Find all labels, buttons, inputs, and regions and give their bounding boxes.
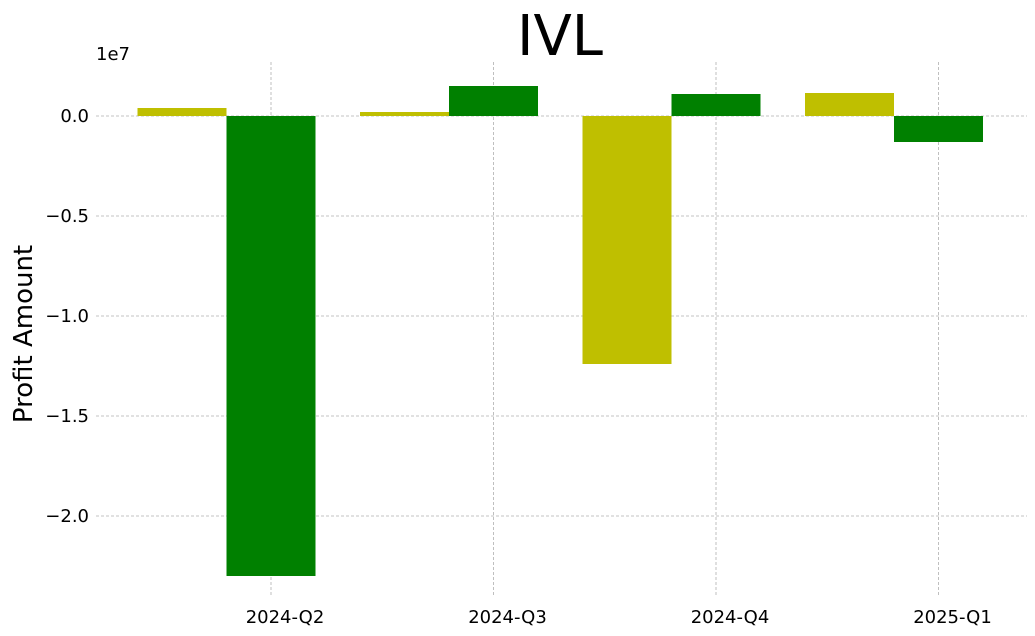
x-tick-label: 2025-Q1 xyxy=(913,607,992,628)
y-tick-label: 0.0 xyxy=(60,106,89,127)
x-ticks: 2024-Q2 2024-Q3 2024-Q4 2025-Q1 xyxy=(246,607,992,628)
y-tick-label: −2.0 xyxy=(45,506,89,527)
y-tick-label: −1.5 xyxy=(45,406,89,427)
bar-2-2025-Q1 xyxy=(894,116,983,142)
bar-1-2025-Q1 xyxy=(805,93,894,116)
y-tick-label: −1.0 xyxy=(45,306,89,327)
y-axis-offset-label: 1e7 xyxy=(96,44,130,65)
x-tick-label: 2024-Q3 xyxy=(468,607,547,628)
x-tick-label: 2024-Q2 xyxy=(246,607,325,628)
bar-2-2024-Q4 xyxy=(671,94,761,116)
x-tick-label: 2024-Q4 xyxy=(691,607,770,628)
bar-2-2024-Q3 xyxy=(449,86,538,116)
bar-1-2024-Q3 xyxy=(360,112,449,116)
y-tick-label: −0.5 xyxy=(45,206,89,227)
bars xyxy=(137,86,983,576)
bar-1-2024-Q4 xyxy=(582,116,672,364)
chart-title: IVL xyxy=(517,4,603,69)
y-axis-label: Profit Amount xyxy=(9,245,39,423)
bar-1-2024-Q2 xyxy=(137,108,227,116)
y-ticks: 0.0 −0.5 −1.0 −1.5 −2.0 xyxy=(45,106,89,527)
bar-2-2024-Q2 xyxy=(226,116,316,576)
